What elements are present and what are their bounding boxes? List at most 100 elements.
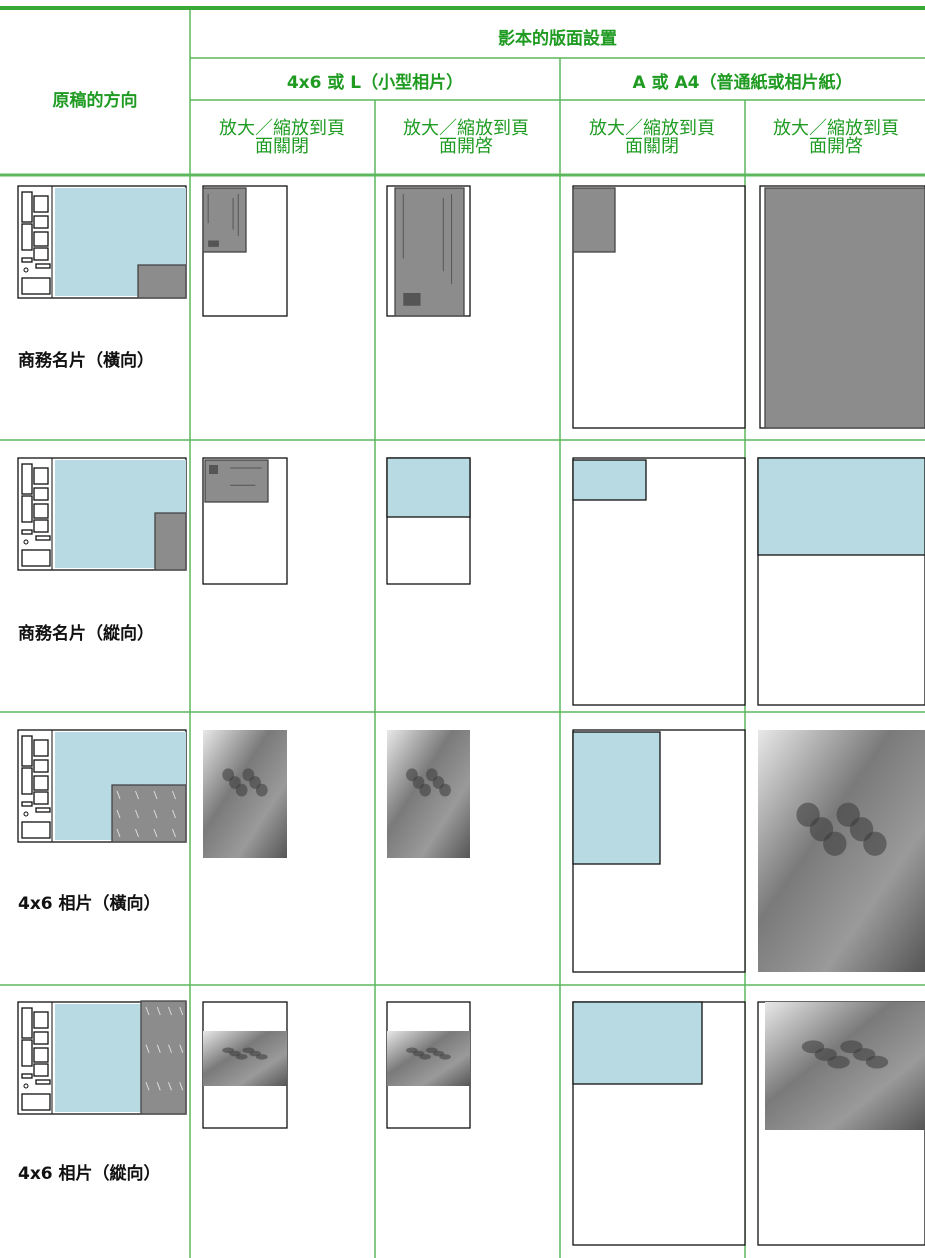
photo-texture	[156, 1044, 161, 1053]
photo-texture	[153, 790, 158, 800]
card-logo	[208, 240, 219, 247]
setting-header: 放大／縮放到頁面關閉	[589, 118, 715, 157]
copy-area	[757, 457, 925, 556]
scanner-key	[33, 739, 49, 757]
photo-detail	[419, 1054, 431, 1060]
photo-texture	[153, 809, 158, 819]
scanner-key	[21, 257, 33, 263]
scanner-key	[21, 191, 33, 223]
scanner-key	[33, 231, 49, 247]
group-header: A 或 A4（普通紙或相片紙）	[632, 73, 853, 93]
setting-header: 放大／縮放到頁面關閉	[219, 118, 345, 157]
scanner-dot	[23, 267, 29, 273]
photo-detail	[439, 1054, 451, 1060]
scanner-key	[35, 1079, 51, 1085]
scanner-key	[33, 487, 49, 501]
scanner-key	[21, 495, 33, 523]
top-rule	[0, 6, 925, 10]
photo-texture	[116, 828, 121, 838]
photo-texture	[179, 1082, 184, 1091]
scanner-key	[21, 821, 51, 839]
scanner-key	[33, 1031, 49, 1045]
row-label: 商務名片（橫向）	[18, 351, 154, 371]
photo-texture	[172, 790, 176, 800]
copy-area	[572, 459, 647, 501]
scanner-key	[21, 549, 51, 567]
photo-texture	[172, 828, 176, 838]
scanner-dot	[23, 1083, 29, 1089]
row-label: 4x6 相片（橫向）	[18, 894, 161, 914]
scanner-dot	[23, 811, 29, 817]
setting-header: 放大／縮放到頁面開啓	[403, 118, 529, 157]
card	[764, 187, 925, 429]
group-header: 4x6 或 L（小型相片）	[286, 73, 464, 93]
scanner-dot	[23, 539, 29, 545]
card	[572, 187, 616, 253]
photo-original	[111, 784, 187, 843]
corner-header: 原稿的方向	[52, 91, 138, 111]
scanner-key	[21, 767, 33, 795]
card-original	[137, 264, 187, 299]
photo-texture	[145, 1006, 150, 1016]
photo-texture	[153, 828, 158, 838]
scanner-key	[33, 503, 49, 519]
scanner-key	[35, 807, 51, 813]
photo-texture	[179, 1006, 184, 1016]
photo-texture	[168, 1082, 172, 1091]
scanner-key	[33, 195, 49, 213]
scanner-key	[35, 535, 51, 541]
photo-detail	[255, 783, 268, 797]
photo-texture	[179, 1044, 184, 1053]
card-original	[154, 512, 187, 571]
setting-header: 放大／縮放到頁面開啓	[773, 118, 899, 157]
scanner-key	[21, 277, 51, 295]
photo-texture	[156, 1006, 161, 1016]
scanner-key	[21, 1073, 33, 1079]
photo-texture	[135, 790, 139, 800]
photo-detail	[827, 1055, 850, 1069]
scanner-key	[35, 263, 51, 269]
photo-detail	[419, 783, 431, 797]
photo-detail	[235, 1054, 248, 1060]
photo-detail	[863, 831, 887, 856]
scanner-key	[21, 529, 33, 535]
scanner-key	[33, 1063, 49, 1077]
photo-texture	[156, 1082, 161, 1091]
row-label: 商務名片（縱向）	[18, 624, 154, 644]
scanner-key	[33, 759, 49, 773]
scanner-key	[21, 735, 33, 767]
photo-texture	[172, 809, 176, 819]
photo-texture	[116, 790, 121, 800]
photo-texture	[145, 1082, 150, 1091]
photo-detail	[439, 783, 451, 797]
photo-detail	[823, 831, 847, 856]
scanner-key	[33, 247, 49, 261]
card-logo	[403, 292, 421, 306]
scanner-key	[21, 1093, 51, 1111]
copy-area	[572, 731, 661, 865]
photo-texture	[135, 809, 139, 819]
scanner-key	[33, 1047, 49, 1063]
photo-texture	[168, 1044, 172, 1053]
table-title: 影本的版面設置	[498, 29, 617, 49]
row-label: 4x6 相片（縱向）	[18, 1164, 161, 1184]
card-logo	[209, 465, 218, 474]
photo-original	[140, 1000, 187, 1115]
scanner-key	[21, 1039, 33, 1067]
copy-area	[572, 1001, 703, 1085]
photo-detail	[235, 783, 248, 797]
scanner-key	[21, 1007, 33, 1039]
scanner-key	[33, 775, 49, 791]
scanner-key	[33, 791, 49, 805]
scanner-key	[21, 463, 33, 495]
photo-detail	[255, 1054, 268, 1060]
photo-texture	[116, 809, 121, 819]
photo-detail	[865, 1055, 889, 1069]
photo-texture	[145, 1044, 150, 1053]
scanner-key	[33, 215, 49, 229]
scanner-key	[33, 519, 49, 533]
photo-texture	[168, 1006, 172, 1016]
copy-area	[386, 457, 471, 518]
